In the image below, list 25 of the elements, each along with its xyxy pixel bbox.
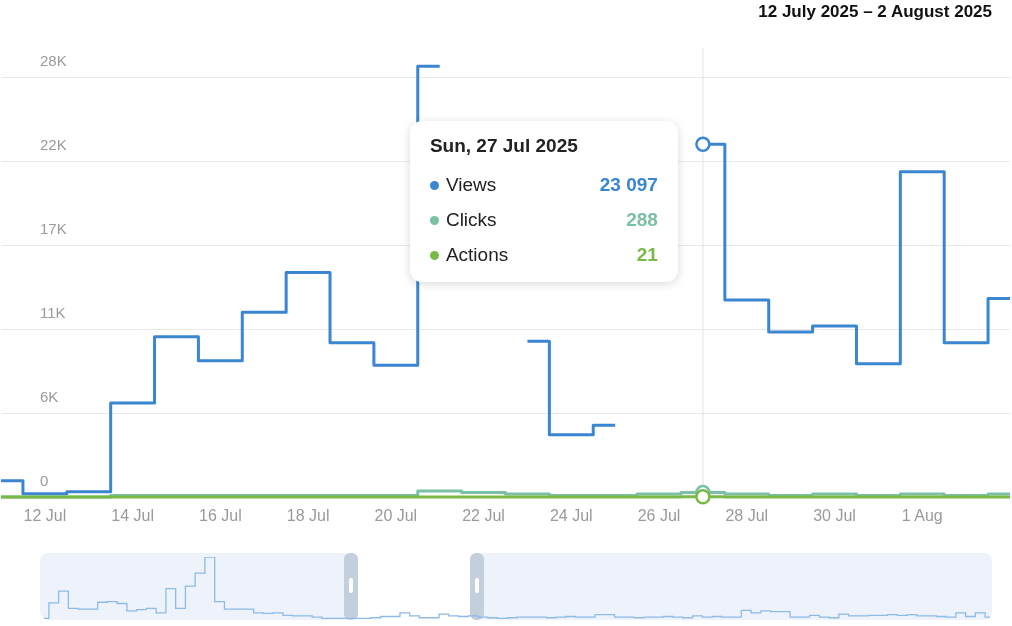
legend-label: Views xyxy=(445,174,497,195)
y-tick-label: 17K xyxy=(40,220,67,238)
x-tick-label: 18 Jul xyxy=(286,507,330,525)
annotation: Sun, 27 Jul 2025 xyxy=(429,135,579,157)
annotation: 23 097 xyxy=(599,173,658,197)
x-tick-label: 30 Jul xyxy=(813,507,856,525)
y-tick-label: 11K xyxy=(40,304,66,322)
y-tick-label: 6K xyxy=(40,388,59,406)
x-tick-label: 1 Aug xyxy=(901,507,943,525)
legend-label: Clicks xyxy=(445,209,497,230)
x-tick-label: 24 Jul xyxy=(549,507,593,525)
annotation: 21 xyxy=(636,243,658,267)
x-tick-label: 28 Jul xyxy=(725,507,769,525)
x-tick-label: 12 Jul xyxy=(23,507,67,525)
x-tick-label: 22 Jul xyxy=(462,507,505,525)
y-tick-label: 0 xyxy=(40,472,49,490)
legend-label: Actions xyxy=(445,244,509,265)
x-tick-label: 20 Jul xyxy=(374,507,418,525)
x-tick-label: 26 Jul xyxy=(637,507,681,525)
y-tick-label: 22K xyxy=(40,136,67,154)
x-tick-label: 14 Jul xyxy=(111,507,154,525)
chart-title: 12 July 2025 – 2 August 2025 xyxy=(758,2,992,22)
y-tick-label: 28K xyxy=(40,52,67,70)
x-tick-label: 16 Jul xyxy=(199,507,242,525)
annotation: 288 xyxy=(626,208,658,232)
